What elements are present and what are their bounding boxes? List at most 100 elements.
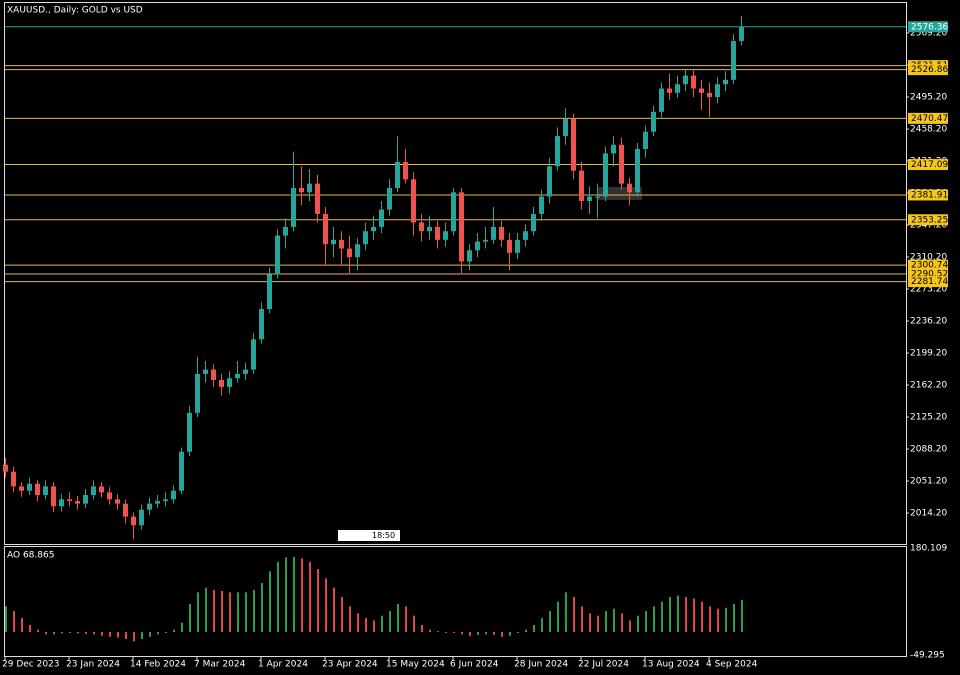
ao-bar <box>45 632 47 635</box>
y-tick-label: 2162.20 <box>910 380 947 390</box>
candle-body <box>491 226 496 240</box>
ao-bar <box>269 571 271 633</box>
candle-body <box>323 213 328 245</box>
x-tick-label: 23 Apr 2024 <box>322 660 378 670</box>
candle-body <box>195 373 200 413</box>
candle-body <box>91 486 96 496</box>
candle-body <box>123 503 128 517</box>
ao-bar <box>277 562 279 633</box>
ao-bar <box>645 611 647 633</box>
ao-bar <box>125 632 127 640</box>
candle-body <box>451 192 456 232</box>
candle-body <box>739 27 744 41</box>
candle-body <box>347 248 352 258</box>
candle-body <box>19 486 24 491</box>
ao-bar <box>37 629 39 633</box>
ao-bar <box>589 613 591 633</box>
candle-body <box>603 153 608 197</box>
ao-bar <box>197 592 199 633</box>
y-tick-label: 2014.20 <box>910 508 947 518</box>
ao-bar <box>477 632 479 635</box>
candle-body <box>315 183 320 214</box>
ao-bar <box>469 632 471 636</box>
ao-bar <box>373 620 375 633</box>
candle-body <box>363 231 368 245</box>
candle-body <box>51 486 56 507</box>
level-label: 2281.74 <box>911 277 948 287</box>
candle-body <box>331 239 336 245</box>
candle-body <box>387 187 392 210</box>
candle-body <box>507 239 512 253</box>
candle-body <box>355 244 360 258</box>
ao-bar <box>533 625 535 633</box>
ao-bar <box>85 632 87 634</box>
ao-bar <box>229 592 231 633</box>
ao-bar <box>21 618 23 633</box>
candle-body <box>59 499 64 507</box>
ao-bar <box>109 632 111 637</box>
ao-bar <box>365 618 367 633</box>
ao-bar <box>613 608 615 633</box>
ao-bar <box>165 632 167 634</box>
ao-bar <box>597 615 599 633</box>
x-tick-label: 4 Sep 2024 <box>706 660 758 670</box>
ao-bar <box>301 558 303 633</box>
ao-bar <box>309 562 311 633</box>
ao-panel <box>4 546 907 657</box>
candle-body <box>203 369 208 374</box>
ao-bar <box>61 632 63 634</box>
ao-bar <box>637 615 639 633</box>
ao-bar <box>421 625 423 633</box>
y-tick-label: 2051.20 <box>910 476 947 486</box>
level-label-bg <box>908 189 948 201</box>
candle-body <box>155 501 160 504</box>
ao-tick-label: 180.109 <box>910 544 947 554</box>
candle-body <box>691 75 696 89</box>
candle-body <box>715 84 720 98</box>
candle-body <box>395 162 400 188</box>
ao-bar <box>413 615 415 633</box>
candle-body <box>707 92 712 98</box>
candle-body <box>283 226 288 236</box>
ao-bar <box>733 604 735 633</box>
level-label: 2290.52 <box>911 270 948 280</box>
candle-body <box>11 471 16 487</box>
candle-body <box>339 239 344 249</box>
y-tick-label: 2088.20 <box>910 444 947 454</box>
ao-bar <box>405 606 407 633</box>
x-tick-label: 13 Aug 2024 <box>642 660 700 670</box>
ao-bar <box>189 604 191 633</box>
ao-bar <box>69 632 71 634</box>
candle-body <box>627 183 632 193</box>
candle-body <box>99 486 104 493</box>
level-label-bg <box>908 268 948 280</box>
candle-body <box>483 239 488 242</box>
candle-body <box>171 490 176 500</box>
level-label: 2300.74 <box>911 261 948 271</box>
ao-bar <box>101 632 103 636</box>
ao-bar <box>5 606 7 633</box>
candle-body <box>211 369 216 380</box>
ao-bar <box>93 632 95 635</box>
ao-bar <box>493 632 495 635</box>
y-tick-label: 2569.20 <box>910 28 947 38</box>
ao-bar <box>141 632 143 640</box>
ao-bar <box>181 622 183 633</box>
candle-body <box>443 231 448 240</box>
level-label: 2526.86 <box>911 65 948 75</box>
candle-body <box>651 111 656 132</box>
ao-bar <box>429 629 431 633</box>
main-panel <box>4 2 907 545</box>
candle-body <box>675 84 680 93</box>
candle-body <box>371 226 376 232</box>
candle-body <box>107 492 112 500</box>
candle-body <box>403 162 408 180</box>
candle-body <box>531 213 536 232</box>
candle-body <box>3 464 8 472</box>
candle-body <box>579 170 584 201</box>
chart-title: XAUUSD., Daily: GOLD vs USD <box>7 6 143 16</box>
candle-body <box>699 88 704 93</box>
ao-bar <box>573 597 575 633</box>
candle-body <box>139 509 144 526</box>
candle-body <box>539 196 544 214</box>
